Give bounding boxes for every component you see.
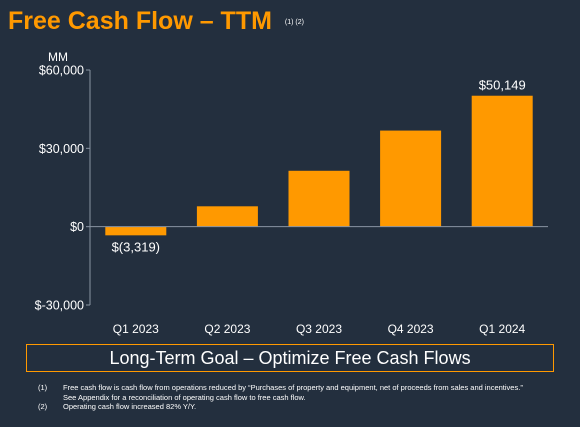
goal-text: Long-Term Goal – Optimize Free Cash Flow… [109,347,471,368]
long-term-goal-banner: Long-Term Goal – Optimize Free Cash Flow… [26,344,554,372]
footnote-line: Free cash flow is cash flow from operati… [63,383,523,392]
data-label: $50,149 [479,78,526,93]
footnote-line: See Appendix for a reconciliation of ope… [63,392,306,402]
footnote-text: Free cash flow is cash flow from operati… [63,383,568,402]
bar-q3-2023 [288,170,350,227]
footnote-2: (2) Operating cash flow increased 82% Y/… [38,402,568,412]
footnote-line: Operating cash flow increased 82% Y/Y. [63,402,197,411]
bar-q1-2023 [105,226,167,236]
footnote-number: (2) [38,402,48,411]
title-footnote-refs: (1) (2) [284,18,304,26]
bar-q1-2024 [471,95,533,227]
bar-q2-2023 [196,206,258,227]
y-tick-label: $-30,000 [35,299,84,313]
x-tick-label: Q3 2023 [296,322,342,336]
y-tick-label: $0 [70,220,84,234]
footnote-1: (1) Free cash flow is cash flow from ope… [38,383,568,402]
y-axis-unit-label: MM [48,50,68,64]
page-title: Free Cash Flow – TTM (1) (2) [8,7,304,36]
footnote-text: Operating cash flow increased 82% Y/Y. [63,402,568,412]
footnotes: (1) Free cash flow is cash flow from ope… [38,383,568,412]
x-tick-label: Q1 2023 [113,322,159,336]
y-tick-label: $30,000 [39,142,84,156]
bar-q4-2023 [380,130,442,227]
x-tick-label: Q4 2023 [388,322,434,336]
y-tick-label: $60,000 [39,64,84,78]
footnote-number: (1) [38,383,48,392]
x-tick-label: Q2 2023 [204,322,250,336]
free-cash-flow-chart: MM$60,000 $30,000 $0 $-30,000 Q1 2023 $(3,319… [35,50,548,336]
data-label: $(3,319) [112,239,160,254]
x-tick-label: Q1 2024 [479,322,525,336]
title-text: Free Cash Flow – TTM [8,7,272,35]
